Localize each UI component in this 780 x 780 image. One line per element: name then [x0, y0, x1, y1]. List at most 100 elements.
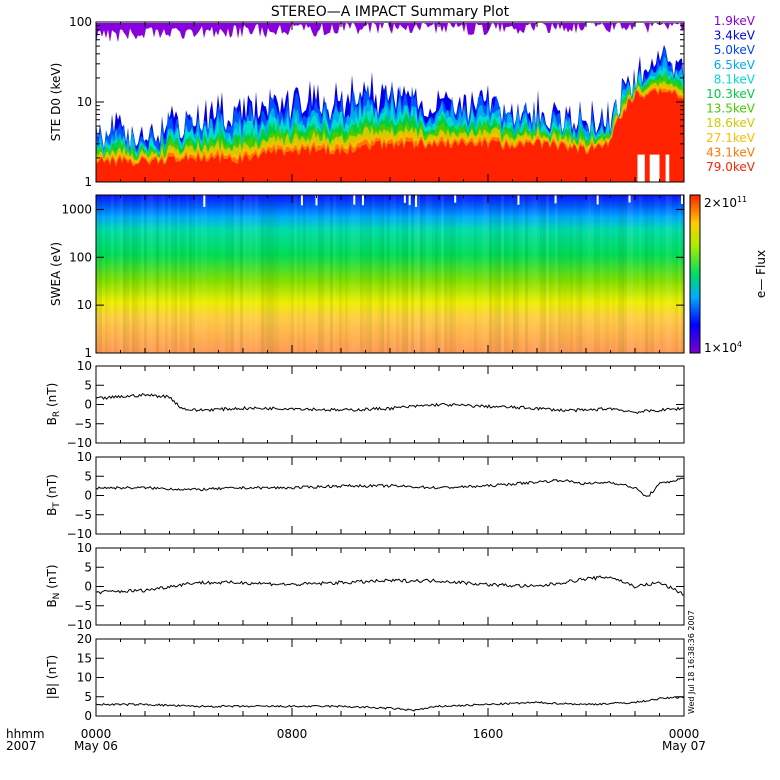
swea-streak	[570, 195, 573, 353]
swea-streak	[426, 195, 429, 353]
swea-streak	[237, 195, 240, 353]
swea-streak	[630, 195, 633, 353]
ste-ytick-label: 100	[69, 15, 92, 29]
ste-ytick-label: 1	[84, 175, 92, 189]
time-tick-label: 0000	[669, 727, 700, 741]
swea-streak	[489, 195, 492, 353]
swea-streak	[516, 195, 519, 353]
swea-streak	[480, 195, 483, 353]
swea-gap	[203, 195, 206, 207]
swea-streak	[297, 195, 300, 353]
swea-streak	[186, 195, 189, 353]
swea-streak	[444, 195, 447, 353]
ste-series-1.9kev	[96, 23, 684, 45]
bn-frame	[95, 547, 685, 626]
br-yticks: 10 5 0 −5 −10	[67, 359, 684, 450]
swea-streak	[654, 195, 657, 353]
swea-streak	[387, 195, 390, 353]
swea-streak	[594, 195, 597, 353]
swea-streak	[150, 195, 153, 353]
swea-streak	[357, 195, 360, 353]
swea-gap	[454, 195, 457, 203]
swea-streak	[189, 195, 192, 353]
swea-streak	[468, 195, 471, 353]
swea-streak	[381, 195, 384, 353]
swea-streak	[567, 195, 570, 353]
ste-yticks: 1 10 100	[69, 15, 684, 189]
swea-streak	[141, 195, 144, 353]
swea-streak	[456, 195, 459, 353]
swea-gap	[415, 195, 418, 207]
swea-streak	[642, 195, 645, 353]
br-ytick-label: −10	[67, 436, 92, 450]
swea-spectrogram	[96, 195, 684, 353]
br-ytick-label: 10	[77, 359, 92, 373]
ste-legend-item: 8.1keV	[714, 72, 756, 86]
swea-streak	[273, 195, 276, 353]
swea-streak	[648, 195, 651, 353]
swea-streak	[135, 195, 138, 353]
swea-streak	[624, 195, 627, 353]
swea-streak	[315, 195, 318, 353]
swea-streak	[420, 195, 423, 353]
swea-streak	[675, 195, 678, 353]
swea-ytick-label: 1000	[61, 202, 92, 216]
swea-streak	[519, 195, 522, 353]
swea-streak	[264, 195, 267, 353]
swea-streak	[219, 195, 222, 353]
swea-streak	[366, 195, 369, 353]
swea-streak	[465, 195, 468, 353]
bt-panel: 10 5 0 −5 −10 BT (nT)	[45, 450, 685, 541]
swea-streak	[222, 195, 225, 353]
swea-ytick-label: 10	[77, 298, 92, 312]
swea-streak	[429, 195, 432, 353]
swea-streak	[285, 195, 288, 353]
swea-streak	[174, 195, 177, 353]
swea-streak	[165, 195, 168, 353]
swea-streak	[651, 195, 654, 353]
bmag-ytick-label: 0	[84, 709, 92, 723]
bn-panel: 10 5 0 −5 −10 BN (nT)	[45, 541, 685, 632]
swea-streak	[321, 195, 324, 353]
swea-streak	[621, 195, 624, 353]
bn-ytick-label: −5	[74, 599, 92, 613]
swea-streak	[372, 195, 375, 353]
swea-streaks	[96, 195, 684, 353]
swea-streak	[147, 195, 150, 353]
bn-series-line	[95, 575, 685, 596]
ste-data-gap	[649, 154, 660, 182]
bmag-series-line	[95, 696, 685, 712]
swea-streak	[180, 195, 183, 353]
time-tick-date: May 07	[662, 739, 706, 753]
swea-streak	[618, 195, 621, 353]
ste-legend-item: 13.5keV	[706, 102, 756, 116]
swea-streak	[291, 195, 294, 353]
swea-streak	[360, 195, 363, 353]
swea-streak	[255, 195, 258, 353]
swea-streak	[108, 195, 111, 353]
swea-streak	[120, 195, 123, 353]
swea-streak	[129, 195, 132, 353]
swea-streak	[294, 195, 297, 353]
bn-ytick-label: 5	[84, 560, 92, 574]
swea-streak	[276, 195, 279, 353]
swea-gap	[596, 195, 599, 205]
br-ytick-label: −5	[74, 417, 92, 431]
br-ytick-label: 5	[84, 378, 92, 392]
swea-streak	[435, 195, 438, 353]
swea-streak	[396, 195, 399, 353]
swea-streak	[603, 195, 606, 353]
swea-streak	[114, 195, 117, 353]
swea-streak	[156, 195, 159, 353]
br-series-line	[95, 392, 685, 415]
swea-streak	[681, 195, 684, 353]
ste-legend-item: 18.6keV	[706, 116, 756, 130]
swea-streak	[441, 195, 444, 353]
swea-streak	[453, 195, 456, 353]
ste-ylabel: STE D0 (keV)	[49, 63, 63, 142]
swea-streak	[414, 195, 417, 353]
swea-streak	[447, 195, 450, 353]
swea-ytick-label: 1	[84, 346, 92, 360]
swea-streak	[678, 195, 681, 353]
